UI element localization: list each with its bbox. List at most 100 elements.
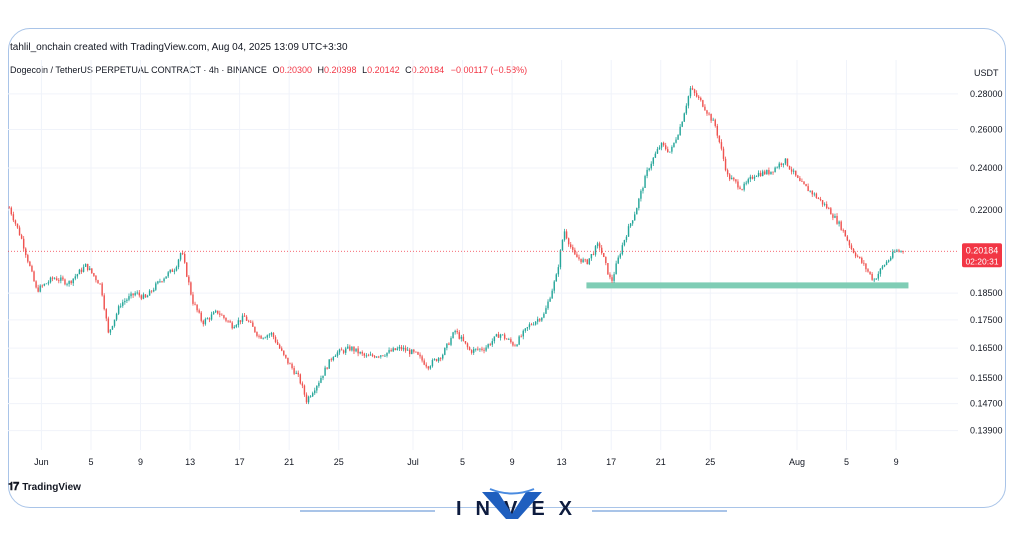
candle-body <box>627 226 630 237</box>
candle-body <box>520 336 522 338</box>
time-tick-label: 17 <box>606 457 616 467</box>
candle-body <box>720 142 723 149</box>
candle-body <box>347 346 349 349</box>
price-tick-label: 0.15500 <box>970 373 1003 383</box>
candle-body <box>846 236 849 241</box>
candle-body <box>458 332 460 339</box>
candle-body <box>770 171 772 175</box>
candle-body <box>881 266 884 269</box>
candle-body <box>485 347 487 351</box>
candle-body <box>375 356 378 358</box>
candle-body <box>534 321 537 325</box>
time-tick-label: 5 <box>88 457 93 467</box>
candle-body <box>330 359 332 361</box>
time-tick-label: 21 <box>656 457 666 467</box>
candle-body <box>316 385 318 391</box>
candle-body <box>365 355 368 357</box>
candle-body <box>285 354 287 358</box>
candle-body <box>43 283 46 286</box>
candle-body <box>541 317 543 321</box>
candle-body <box>18 227 21 236</box>
candle-body <box>631 220 634 224</box>
candle-body <box>237 320 240 325</box>
time-tick-label: 25 <box>334 457 344 467</box>
candle-body <box>72 278 74 284</box>
candle-body <box>452 332 454 339</box>
candle-body <box>338 349 341 353</box>
candle-body <box>483 349 485 351</box>
candle-body <box>336 352 339 356</box>
candle-body <box>576 254 578 258</box>
candle-body <box>153 289 155 292</box>
candle-body <box>107 318 110 333</box>
candle-body <box>790 169 793 172</box>
candle-body <box>380 355 382 357</box>
candle-series <box>8 85 904 405</box>
candle-body <box>819 198 822 201</box>
candle-body <box>807 186 809 192</box>
candle-body <box>830 208 832 215</box>
price-unit-label[interactable]: USDT <box>974 68 999 78</box>
candle-body <box>530 324 533 326</box>
candle-body <box>625 236 628 241</box>
candle-body <box>766 170 768 175</box>
candle-body <box>739 187 741 190</box>
candle-body <box>764 171 766 175</box>
candle-body <box>204 319 207 325</box>
candle-body <box>448 343 450 345</box>
tradingview-logo[interactable]: 𝟏𝟕 TradingView <box>8 481 81 494</box>
candle-body <box>731 177 733 180</box>
candle-body <box>355 348 357 352</box>
candle-body <box>464 341 467 344</box>
candle-body <box>565 231 568 239</box>
candle-body <box>378 356 380 358</box>
candle-body <box>652 157 655 164</box>
candle-body <box>675 139 677 143</box>
candle-body <box>642 187 644 191</box>
candle-body <box>654 153 657 158</box>
candle-body <box>130 293 132 297</box>
candle-body <box>894 251 896 253</box>
candle-body <box>774 167 776 173</box>
candle-body <box>190 282 192 295</box>
candle-body <box>388 350 390 353</box>
candle-body <box>239 320 242 322</box>
candle-body <box>623 240 626 246</box>
candle-body <box>559 250 562 268</box>
candle-body <box>93 273 95 276</box>
candle-body <box>254 326 256 333</box>
symbol-name[interactable]: Dogecoin / TetherUS PERPETUAL CONTRACT ·… <box>10 65 267 75</box>
candle-body <box>679 126 681 136</box>
candle-body <box>394 348 396 351</box>
candle-body <box>68 281 70 284</box>
candle-body <box>423 360 425 365</box>
candle-body <box>733 177 735 180</box>
candle-body <box>266 335 269 338</box>
candle-body <box>687 96 690 106</box>
candle-body <box>747 179 749 183</box>
candle-body <box>324 367 326 376</box>
candle-body <box>359 352 361 354</box>
candle-body <box>25 248 27 256</box>
candle-body <box>788 166 791 170</box>
candle-body <box>543 313 545 318</box>
candle-body <box>119 305 122 307</box>
candle-body <box>621 245 624 255</box>
candle-body <box>809 190 811 192</box>
tradingview-wordmark: TradingView <box>22 482 81 493</box>
candle-body <box>865 263 867 270</box>
candle-body <box>268 334 271 336</box>
candle-body <box>408 349 411 355</box>
candle-body <box>62 277 64 280</box>
candle-body <box>41 285 43 287</box>
candle-body <box>629 223 632 227</box>
candle-body <box>468 347 471 351</box>
candle-body <box>662 142 665 146</box>
time-tick-label: 21 <box>284 457 294 467</box>
candle-body <box>898 250 900 252</box>
candle-body <box>479 348 481 350</box>
candle-body <box>20 235 23 239</box>
candle-body <box>724 158 727 171</box>
candle-body <box>155 283 157 290</box>
